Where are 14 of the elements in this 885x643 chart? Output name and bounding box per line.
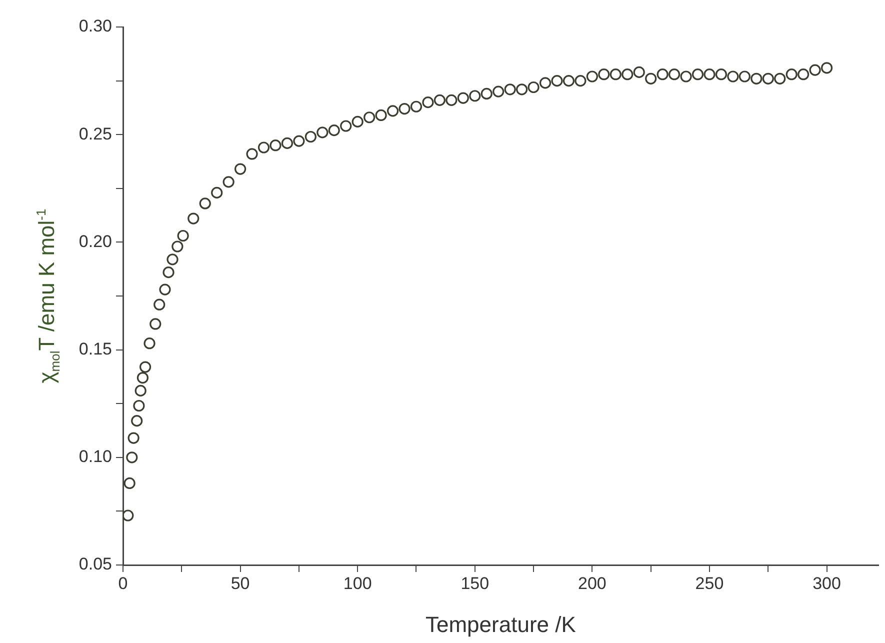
y-tick-label: 0.10 [78, 447, 112, 466]
x-axis-title: Temperature /K [425, 612, 576, 637]
y-tick-label: 0.15 [78, 339, 112, 358]
y-tick-label: 0.30 [78, 16, 112, 36]
y-tick-label: 0.25 [78, 124, 112, 144]
x-tick-label: 0 [118, 574, 128, 593]
x-tick-label: 300 [812, 574, 841, 593]
x-tick-label: 250 [695, 574, 724, 593]
y-tick-label: 0.20 [78, 232, 112, 251]
x-tick-label: 200 [578, 574, 606, 593]
x-tick-label: 50 [230, 574, 250, 593]
x-tick-label: 150 [460, 574, 490, 593]
y-tick-label: 0.05 [78, 554, 112, 574]
x-tick-label: 100 [343, 574, 372, 593]
